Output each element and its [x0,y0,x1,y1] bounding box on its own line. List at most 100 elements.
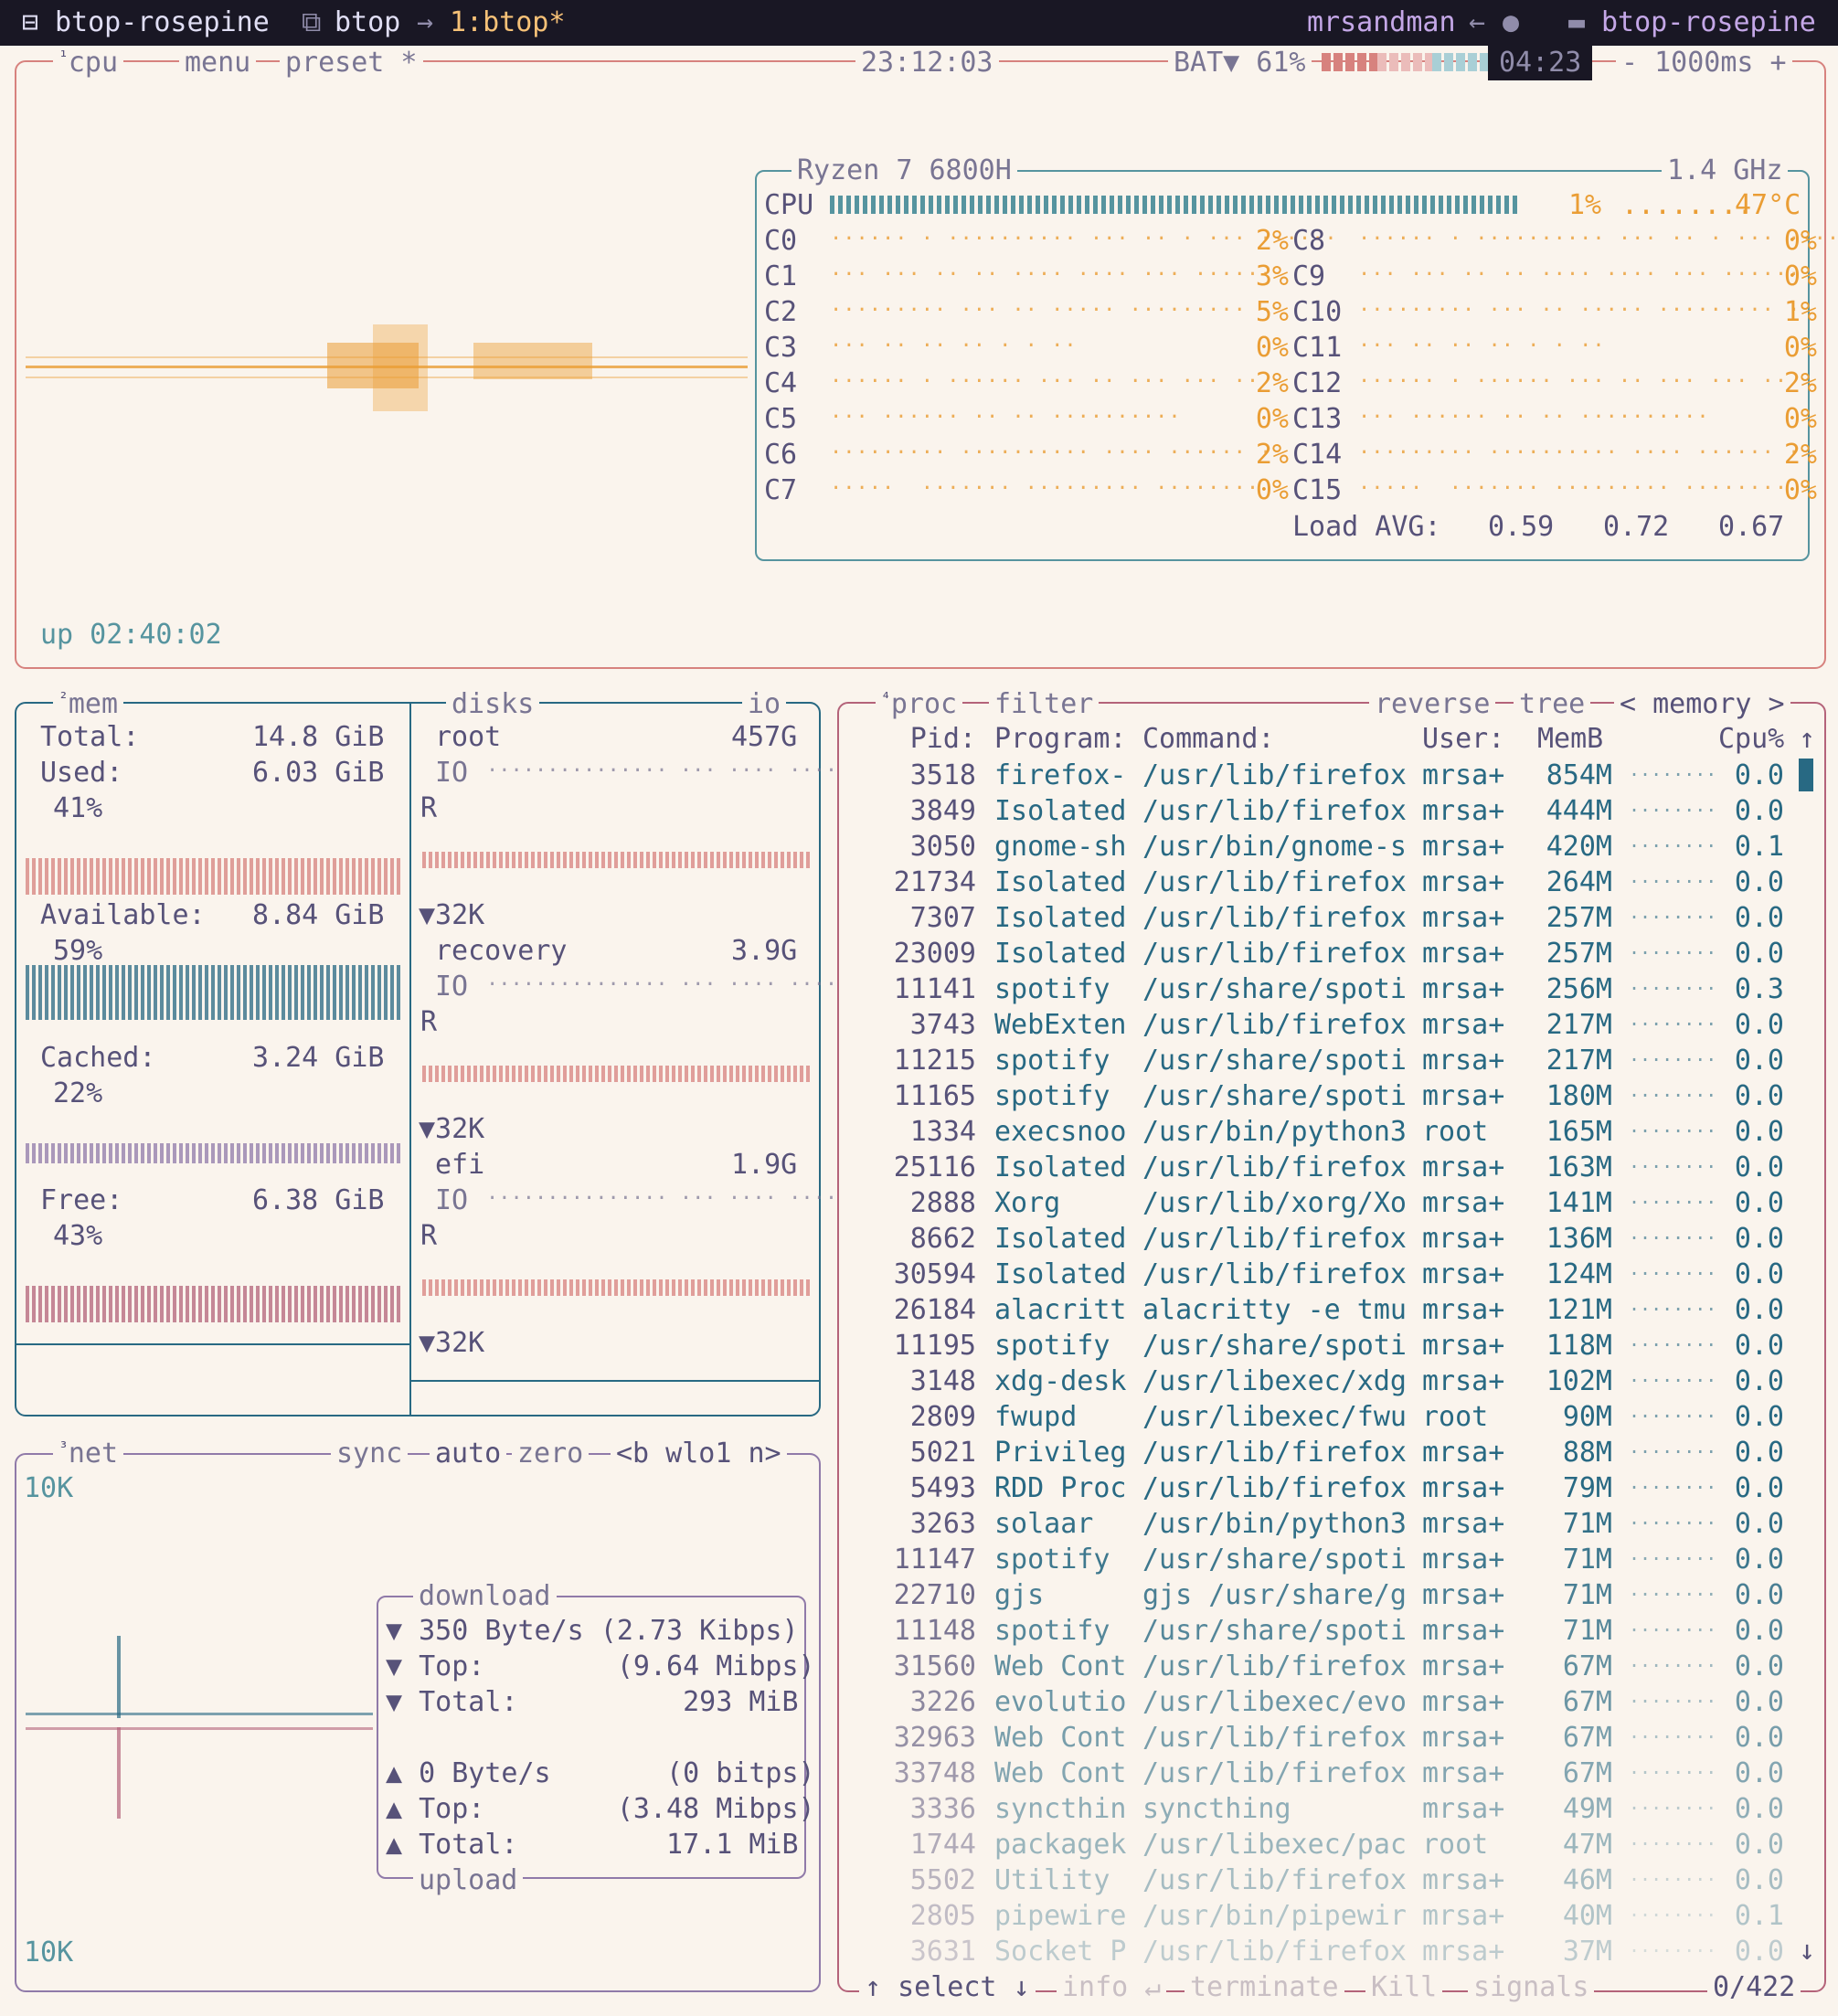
proc-row[interactable]: 32963 Web Cont/usr/lib/firefox mrsa+ 67M...… [863,1721,1813,1756]
proc-row[interactable]: 2805 pipewire/usr/bin/pipewir mrsa+ 40M....… [863,1899,1813,1935]
proc-pid: 5493 [909,1472,976,1504]
sync-toggle[interactable]: sync [331,1440,409,1468]
proc-row[interactable]: 5502 Utility/usr/lib/firefox mrsa+ 46M.....… [863,1863,1813,1899]
proc-row[interactable]: 26184 alacritt alacritty -e tmu mrsa+ 121M..… [863,1293,1813,1329]
scrollbar-thumb[interactable] [1799,759,1813,791]
proc-command: /usr/lib/firefox [1142,1437,1407,1469]
tree-toggle[interactable]: tree [1514,691,1591,718]
select-control[interactable]: ↑ select ↓ [859,1974,1036,2001]
reverse-toggle[interactable]: reverse [1369,691,1496,718]
disk-name[interactable]: root [435,721,502,753]
disk-name[interactable]: efi [435,1149,485,1181]
proc-row[interactable]: 5021 Privileg/usr/lib/firefox mrsa+ 88M....… [863,1436,1813,1471]
proc-program: Privileg [994,1437,1127,1469]
proc-command: /usr/lib/firefox [1142,866,1407,898]
session-name[interactable]: btop-rosepine [55,6,270,38]
proc-user: root [1422,1401,1489,1433]
proc-title[interactable]: ⁴proc [876,691,963,718]
disk-read-label: R [420,1006,438,1038]
col-pid[interactable]: Pid: [909,723,976,755]
proc-row[interactable]: 33748 Web Cont/usr/lib/firefox mrsa+ 67M...… [863,1756,1813,1792]
pane-name[interactable]: 1:btop* [450,6,566,38]
proc-row[interactable]: 11215 spotify/usr/share/spoti mrsa+ 217M...… [863,1044,1813,1079]
col-mem[interactable]: MemB [1537,723,1604,755]
proc-row[interactable]: 3050 gnome-sh/usr/bin/gnome-s mrsa+ 420M...… [863,830,1813,865]
proc-mem: 71M [1562,1615,1612,1647]
signals-button[interactable]: signals [1468,1974,1595,2001]
proc-row[interactable]: 31560 Web Cont/usr/lib/firefox mrsa+ 67M...… [863,1650,1813,1685]
proc-row[interactable]: 3743 WebExten/usr/lib/firefox mrsa+ 217M...… [863,1008,1813,1044]
proc-command: /usr/lib/firefox [1142,1258,1407,1290]
mem-title[interactable]: ²mem [53,691,124,718]
proc-row[interactable]: 30594 Isolated/usr/lib/firefox mrsa+ 124M..… [863,1257,1813,1293]
proc-row[interactable]: 11141 spotify/usr/share/spoti mrsa+ 256M...… [863,972,1813,1008]
col-user[interactable]: User: [1422,723,1505,755]
proc-row[interactable]: 3226 evolutio/usr/libexec/evo mrsa+ 67M....… [863,1685,1813,1721]
col-command[interactable]: Command: [1142,723,1275,755]
filter-button[interactable]: filter [989,691,1100,718]
proc-cpu: 0.0 [1734,1330,1784,1362]
col-cpu[interactable]: Cpu% [1718,723,1785,755]
proc-row[interactable]: 2888 Xorg/usr/lib/xorg/Xo mrsa+ 141M.......… [863,1186,1813,1222]
proc-row[interactable]: 11195 spotify/usr/share/spoti mrsa+ 118M...… [863,1329,1813,1364]
proc-row[interactable]: 3518 firefox- /usr/lib/firefox mrsa+ 854M...… [863,759,1813,794]
disk-io-label: IO [435,971,469,1003]
cpu-title[interactable]: ¹cpu [53,49,124,77]
proc-program: Xorg [994,1187,1061,1219]
window-name[interactable]: btop [335,6,401,38]
proc-cpu-sparkline: ........ [1629,830,1717,852]
proc-cpu: 0.0 [1734,1294,1784,1326]
proc-mem: 71M [1562,1508,1612,1540]
proc-row[interactable]: 25116 Isolated/usr/lib/firefox mrsa+ 163M..… [863,1151,1813,1186]
preset-button[interactable]: preset * [280,49,423,77]
proc-row[interactable]: 22710 gjs gjs /usr/share/g mrsa+ 71M........… [863,1578,1813,1614]
proc-pid: 30594 [893,1258,976,1290]
scroll-up-icon[interactable]: ↑ [1799,723,1816,755]
scroll-down-icon[interactable]: ↓ [1799,1935,1816,1967]
info-button[interactable]: info ↵ [1057,1974,1167,2001]
core-row: C3 ... .. .. .. . . .. 0% [764,331,1289,366]
proc-row[interactable]: 3849 Isolated/usr/lib/firefox mrsa+ 444M...… [863,794,1813,830]
update-interval[interactable]: - 1000ms + [1616,49,1792,77]
process-count: 0/422 [1707,1974,1801,2001]
proc-user: mrsa+ [1422,759,1505,791]
proc-row[interactable]: 11148 spotify/usr/share/spoti mrsa+ 71M....… [863,1614,1813,1650]
sort-selector[interactable]: < memory > [1614,691,1790,718]
proc-program: execsnoo [994,1116,1127,1148]
proc-row[interactable]: 2809 fwupd/usr/libexec/fwu root 90M........… [863,1400,1813,1436]
proc-row[interactable]: 23009 Isolated/usr/lib/firefox mrsa+ 257M..… [863,937,1813,972]
terminate-button[interactable]: terminate [1185,1974,1344,2001]
proc-row[interactable]: 3336 syncthin syncthing mrsa+ 49M........ 0.0 [863,1792,1813,1828]
proc-row[interactable]: 8662 Isolated/usr/lib/firefox mrsa+ 136M...… [863,1222,1813,1257]
proc-row[interactable]: 21734 Isolated/usr/lib/firefox mrsa+ 264M..… [863,865,1813,901]
disk-name[interactable]: recovery [435,935,568,967]
proc-row[interactable]: 5493 RDD Proc/usr/lib/firefox mrsa+ 79M....… [863,1471,1813,1507]
proc-row[interactable]: 11147 spotify/usr/share/spoti mrsa+ 71M....… [863,1543,1813,1578]
proc-row[interactable]: 1334 execsnoo/usr/bin/python3 root 165M....… [863,1115,1813,1151]
core-name: C12 [1292,367,1343,399]
auto-toggle[interactable]: auto [430,1440,507,1468]
interface-selector[interactable]: <b wlo1 n> [611,1440,787,1468]
io-toggle[interactable]: io [742,691,787,718]
proc-cpu: 0.0 [1734,1009,1784,1041]
proc-row[interactable]: 7307 Isolated/usr/lib/firefox mrsa+ 257M...… [863,901,1813,937]
proc-cpu-sparkline: ........ [1629,1151,1717,1172]
net-title[interactable]: ³net [53,1440,124,1468]
proc-row[interactable]: 3631 Socket P/usr/lib/firefox mrsa+ 37M....… [863,1935,1813,1970]
proc-cpu-sparkline: ........ [1629,901,1717,923]
proc-cpu: 0.0 [1734,759,1784,791]
proc-row[interactable]: 11165 spotify/usr/share/spoti mrsa+ 180M...… [863,1079,1813,1115]
proc-row[interactable]: 3263 solaar/usr/bin/python3 mrsa+ 71M......… [863,1507,1813,1543]
disks-title[interactable]: disks [446,691,540,718]
proc-cpu-sparkline: ........ [1629,1044,1717,1066]
proc-row[interactable]: 1744 packagek/usr/libexec/pac root 47M.....… [863,1828,1813,1863]
proc-program: fwupd [994,1401,1078,1433]
arrow-left-icon: ← [1469,6,1486,38]
core-row: C4 ...... . ...... ... .. ... ... .. 2% [764,366,1289,401]
col-program[interactable]: Program: [994,723,1127,755]
core-sparkline: ......... .......... .... ...... . [1358,436,1801,459]
menu-button[interactable]: menu [179,49,257,77]
kill-button[interactable]: Kill [1365,1974,1443,2001]
zero-toggle[interactable]: zero [512,1440,590,1468]
proc-row[interactable]: 3148 xdg-desk/usr/libexec/xdg mrsa+ 102M...… [863,1364,1813,1400]
